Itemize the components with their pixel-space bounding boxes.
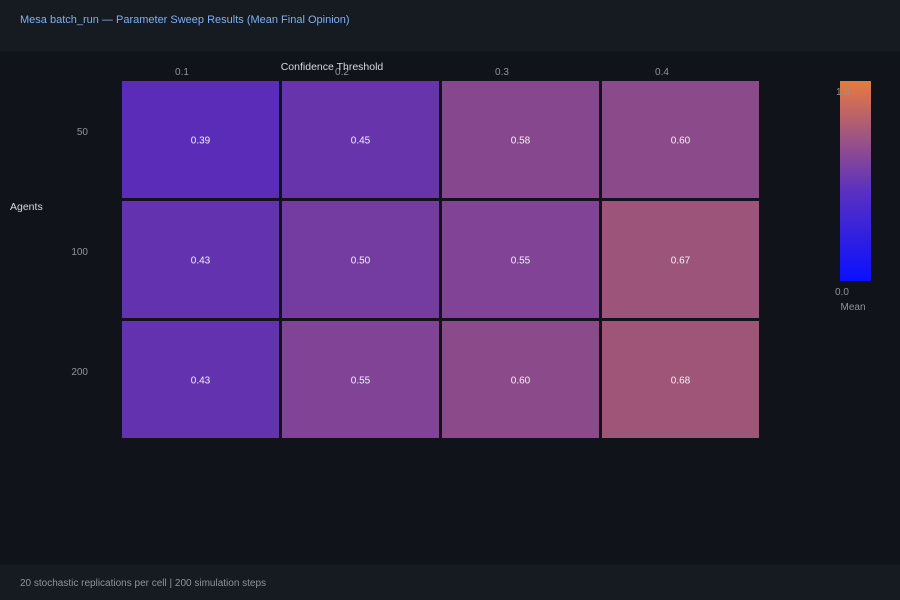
cell-value-label: 0.60: [511, 376, 531, 387]
cell-value-label: 0.45: [351, 136, 371, 147]
cell-value-label: 0.68: [671, 376, 691, 387]
footer-info: 20 stochastic replications per cell | 20…: [20, 578, 267, 589]
x-axis-label: Confidence Threshold: [281, 61, 384, 73]
y-tick-label: 50: [77, 127, 89, 138]
heatmap-cell: [282, 81, 439, 198]
colorbar-min-label: 0.0: [835, 287, 849, 298]
y-axis-label: Agents: [10, 201, 43, 213]
heatmap-cell: [602, 81, 759, 198]
heatmap-cell: [442, 321, 599, 438]
heatmap-cell: [602, 201, 759, 318]
cell-value-label: 0.39: [191, 136, 211, 147]
cell-value-label: 0.67: [671, 256, 691, 267]
heatmap-cell: [442, 81, 599, 198]
x-tick-label: 0.3: [495, 67, 509, 78]
heatmap-cell: [602, 321, 759, 438]
page-header: Mesa batch_run — Parameter Sweep Results…: [0, 0, 900, 51]
x-tick-label: 0.4: [655, 67, 669, 78]
cell-value-label: 0.50: [351, 256, 371, 267]
x-tick-label: 0.1: [175, 67, 189, 78]
heatmap-cell: [282, 321, 439, 438]
cell-value-label: 0.55: [351, 376, 371, 387]
heatmap-cell: [282, 201, 439, 318]
colorbar-max-label: 1.0: [836, 87, 850, 98]
heatmap-chart: 0.39 0.45 0.58 0.60 0.43 0.50 0.55 0.67 0.43 0.55…: [0, 51, 900, 565]
cell-value-label: 0.55: [511, 256, 531, 267]
y-tick-label: 200: [71, 367, 88, 378]
x-tick-label: 0.2: [335, 67, 349, 78]
cell-value-label: 0.43: [191, 256, 211, 267]
colorbar: [840, 81, 871, 281]
heatmap-cell: [122, 201, 279, 318]
cell-value-label: 0.58: [511, 136, 531, 147]
heatmap-cell: [122, 81, 279, 198]
page-title: Mesa batch_run — Parameter Sweep Results…: [20, 14, 350, 26]
heatmap-cell: [442, 201, 599, 318]
y-tick-label: 100: [71, 247, 88, 258]
cell-value-label: 0.60: [671, 136, 691, 147]
heatmap-svg: 0.39 0.45 0.58 0.60 0.43 0.50 0.55 0.67 0.43 0.55…: [10, 61, 871, 438]
page-footer: 20 stochastic replications per cell | 20…: [0, 565, 900, 600]
heatmap-cell: [122, 321, 279, 438]
colorbar-label: Mean: [840, 302, 865, 313]
cell-value-label: 0.43: [191, 376, 211, 387]
